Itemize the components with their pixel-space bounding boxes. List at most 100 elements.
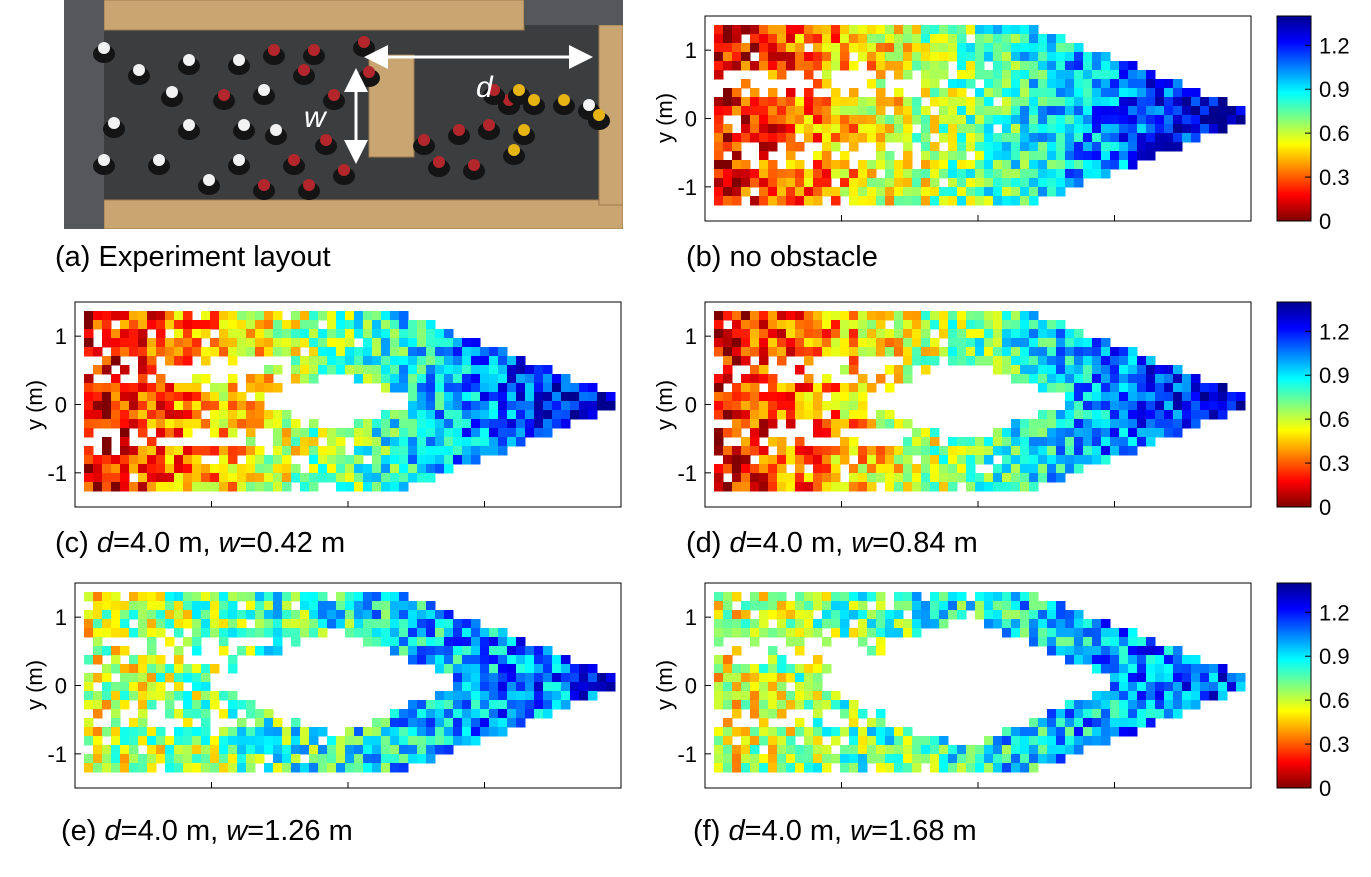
heatmap-cell <box>930 311 940 321</box>
heatmap-cell <box>309 311 319 321</box>
heatmap-cell <box>291 727 301 737</box>
heatmap-cell <box>903 464 913 474</box>
heatmap-cell <box>975 763 985 773</box>
heatmap-cell <box>1020 419 1030 429</box>
heatmap-cell <box>768 115 778 125</box>
heatmap-cell <box>831 34 841 44</box>
heatmap-cell <box>1173 374 1183 384</box>
heatmap-cell <box>435 329 445 339</box>
heatmap-cell <box>993 70 1003 80</box>
heatmap-cell <box>1047 601 1057 611</box>
heatmap-cell <box>1146 115 1156 125</box>
heatmap-cell <box>786 455 796 465</box>
heatmap-cell <box>795 637 805 647</box>
heatmap-cell <box>417 718 427 728</box>
heatmap-cell <box>336 320 346 330</box>
heatmap-cell <box>732 97 742 107</box>
caption-c: (c) d=4.0 m, w=0.42 m <box>55 527 345 560</box>
heatmap-cell <box>876 115 886 125</box>
heatmap-cell <box>165 709 175 719</box>
heatmap-cell <box>1128 133 1138 143</box>
heatmap-cell <box>93 347 103 357</box>
heatmap-cell <box>1011 619 1021 629</box>
heatmap-cell <box>165 700 175 710</box>
heatmap-cell <box>867 124 877 134</box>
heatmap-cell <box>786 61 796 71</box>
heatmap-cell <box>1110 655 1120 665</box>
heatmap-cell <box>381 763 391 773</box>
heatmap-cell <box>750 637 760 647</box>
heatmap-cell <box>471 646 481 656</box>
heatmap-cell <box>903 25 913 35</box>
heatmap-cell <box>759 124 769 134</box>
heatmap-cell <box>1182 664 1192 674</box>
heatmap-cell <box>1101 374 1111 384</box>
heatmap-cell <box>957 115 967 125</box>
heatmap-cell <box>84 655 94 665</box>
heatmap-cell <box>930 34 940 44</box>
heatmap-cell <box>759 142 769 152</box>
heatmap-cell <box>939 455 949 465</box>
heatmap-cell <box>1074 646 1084 656</box>
heatmap-cell <box>858 338 868 348</box>
heatmap-cell <box>219 410 229 420</box>
heatmap-cell <box>948 43 958 53</box>
heatmap-cell <box>957 464 967 474</box>
heatmap-cell <box>210 601 220 611</box>
heatmap-cell <box>588 682 598 692</box>
heatmap-cell <box>1128 347 1138 357</box>
heatmap-cell <box>1038 70 1048 80</box>
heatmap-cell <box>831 401 841 411</box>
heatmap-cell <box>156 673 166 683</box>
heatmap-cell <box>804 347 814 357</box>
heatmap-cell <box>1083 61 1093 71</box>
heatmap-cell <box>417 646 427 656</box>
heatmap-cell <box>750 601 760 611</box>
heatmap-cell <box>921 124 931 134</box>
heatmap-cell <box>147 754 157 764</box>
heatmap-cell <box>885 365 895 375</box>
heatmap-cell <box>525 673 535 683</box>
heatmap-cell <box>1065 745 1075 755</box>
heatmap-cell <box>1029 178 1039 188</box>
heatmap-cell <box>768 736 778 746</box>
heatmap-cell <box>183 601 193 611</box>
heatmap-cell <box>201 628 211 638</box>
heatmap-cell <box>255 727 265 737</box>
heatmap-cell <box>1074 79 1084 89</box>
heatmap-cell <box>984 178 994 188</box>
heatmap-cell <box>255 419 265 429</box>
heatmap-cell <box>759 673 769 683</box>
heatmap-cell <box>813 196 823 206</box>
heatmap-cell <box>453 700 463 710</box>
heatmap-cell <box>1128 682 1138 692</box>
heatmap-cell <box>363 637 373 647</box>
heatmap-cell <box>1137 383 1147 393</box>
heatmap-cell <box>1074 97 1084 107</box>
heatmap-cell <box>831 124 841 134</box>
heatmap-cell <box>795 196 805 206</box>
heatmap-cell <box>219 320 229 330</box>
heatmap-cell <box>417 637 427 647</box>
heatmap-cell <box>732 196 742 206</box>
heatmap-cell <box>1092 347 1102 357</box>
heatmap-cell <box>894 745 904 755</box>
heatmap-cell <box>822 160 832 170</box>
heatmap-cell <box>111 754 121 764</box>
heatmap-cell <box>1002 592 1012 602</box>
heatmap-cell <box>1146 655 1156 665</box>
heatmap-cell <box>957 79 967 89</box>
heatmap-cell <box>129 482 139 492</box>
heatmap-cell <box>768 745 778 755</box>
heatmap-cell <box>858 745 868 755</box>
heatmap-cell <box>156 745 166 755</box>
heatmap-cell <box>1146 428 1156 438</box>
heatmap-cell <box>1191 97 1201 107</box>
heatmap-cell <box>759 61 769 71</box>
heatmap-cell <box>1020 311 1030 321</box>
heatmap-cell <box>1020 52 1030 62</box>
heatmap-cell <box>1146 419 1156 429</box>
heatmap-cell <box>219 727 229 737</box>
heatmap-cell <box>480 419 490 429</box>
heatmap-cell <box>192 754 202 764</box>
